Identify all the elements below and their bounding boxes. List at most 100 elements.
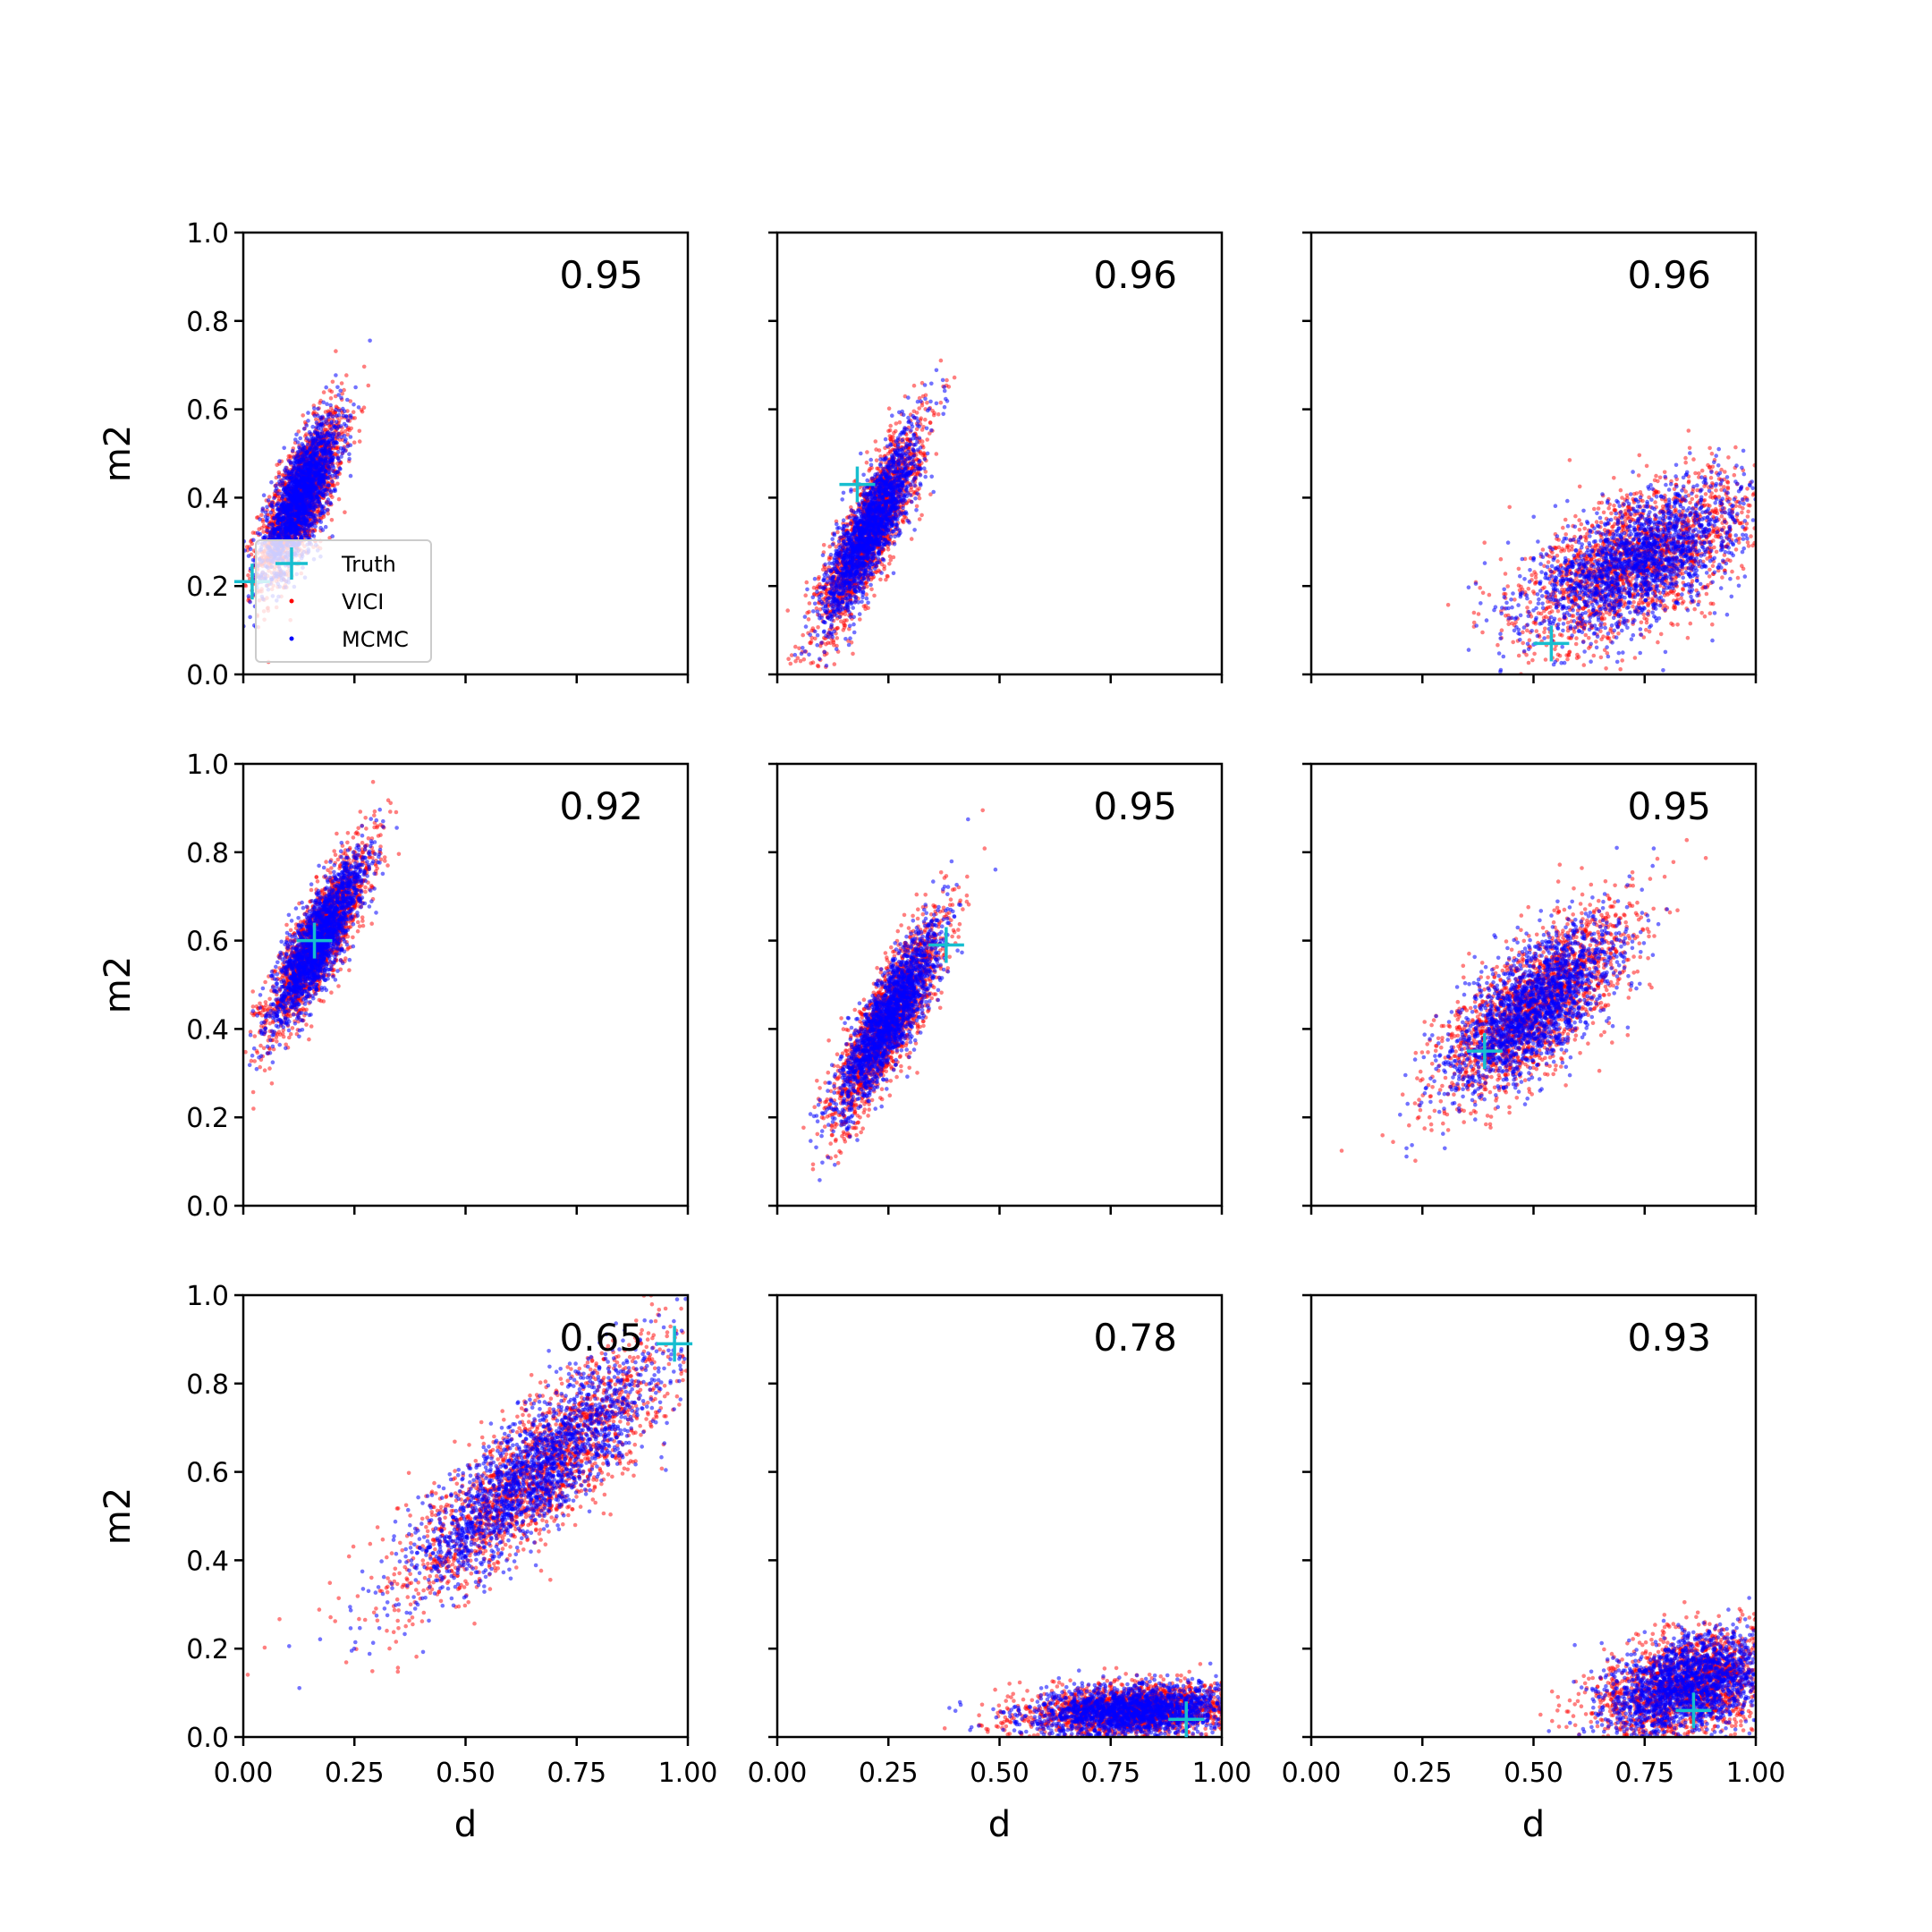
mcmc-point	[295, 506, 301, 511]
mcmc-point	[315, 495, 319, 499]
mcmc-point	[315, 462, 320, 467]
mcmc-point	[330, 469, 335, 473]
mcmc-point	[303, 508, 309, 513]
mcmc-point	[323, 524, 328, 530]
vici-point	[786, 657, 791, 661]
vici-point	[801, 632, 805, 638]
y-tick-label: 0.4	[186, 483, 229, 514]
y-tick-label: 0.0	[186, 660, 229, 691]
mcmc-point	[246, 554, 251, 558]
mcmc-point	[262, 535, 267, 540]
mcmc-point	[321, 504, 326, 509]
mcmc-point	[300, 493, 304, 498]
vici-point	[909, 537, 914, 541]
mcmc-point	[321, 511, 326, 515]
legend-label-mcmc: MCMC	[342, 627, 409, 652]
mcmc-point	[301, 479, 306, 484]
vici-point	[911, 383, 917, 388]
mcmc-point	[295, 440, 301, 445]
mcmc-point	[305, 459, 310, 463]
vici-point	[261, 530, 266, 534]
vici-point	[267, 495, 272, 499]
mcmc-point	[312, 406, 317, 411]
mcmc-point	[307, 448, 312, 453]
vici-point	[891, 555, 896, 560]
vici-point	[357, 439, 362, 444]
vici-point	[886, 406, 892, 411]
mcmc-point	[294, 467, 300, 471]
mcmc-point	[330, 479, 335, 484]
mcmc-point	[288, 496, 292, 501]
mcmc-point	[265, 504, 269, 510]
mcmc-point	[282, 505, 287, 511]
mcmc-point	[329, 427, 334, 432]
y-tick-label: 0.2	[186, 572, 229, 603]
mcmc-point	[282, 524, 287, 530]
vici-point	[361, 405, 367, 411]
y-axis-label: m2	[97, 425, 139, 482]
mcmc-point	[322, 479, 326, 485]
mcmc-point	[311, 534, 317, 538]
mcmc-point	[327, 487, 333, 493]
mcmc-point	[248, 599, 252, 605]
vici-point	[332, 483, 337, 488]
vici-point	[923, 417, 928, 422]
mcmc-point	[326, 483, 332, 487]
mcmc-point	[258, 517, 262, 521]
mcmc-point	[332, 488, 336, 493]
vici-point	[882, 566, 886, 572]
panel-score: 0.95	[559, 253, 643, 297]
mcmc-point	[274, 513, 279, 519]
mcmc-point	[342, 409, 347, 414]
mcmc-point	[275, 503, 279, 508]
mcmc-point	[323, 447, 328, 452]
mcmc-point	[341, 413, 346, 419]
mcmc-point	[335, 435, 340, 439]
vici-point	[807, 601, 812, 606]
mcmc-point	[290, 448, 295, 453]
vici-point	[793, 644, 798, 649]
vici-point	[335, 481, 340, 487]
mcmc-point	[290, 469, 295, 474]
mcmc-point	[268, 510, 274, 515]
mcmc-point	[318, 513, 323, 518]
mcmc-point	[319, 446, 325, 452]
vici-point	[808, 640, 812, 646]
vici-point	[330, 379, 335, 385]
mcmc-point	[279, 491, 284, 496]
vici-point	[888, 449, 893, 453]
mcmc-point	[327, 433, 332, 438]
mcmc-point	[335, 440, 339, 445]
mcmc-point	[333, 472, 337, 478]
mcmc-point	[309, 495, 314, 500]
mcmc-point	[324, 417, 328, 422]
vici-point	[246, 573, 250, 578]
mcmc-point	[312, 502, 318, 506]
vici-point	[345, 432, 351, 437]
mcmc-point	[336, 424, 341, 429]
mcmc-point	[335, 470, 341, 474]
mcmc-point	[305, 501, 310, 505]
vici-point	[872, 593, 877, 598]
mcmc-point	[311, 513, 317, 518]
mcmc-point	[293, 456, 299, 462]
mcmc-point	[266, 535, 271, 539]
vici-point	[952, 375, 957, 380]
mcmc-point	[325, 492, 329, 496]
vici-point	[801, 657, 807, 662]
mcmc-point	[328, 402, 333, 408]
vici-point	[250, 530, 256, 535]
mcmc-point	[293, 502, 299, 506]
mcmc-point	[294, 432, 299, 437]
mcmc-point	[342, 434, 347, 438]
mcmc-point	[283, 468, 287, 472]
mcmc-point	[297, 450, 301, 454]
mcmc-point	[299, 527, 304, 532]
mcmc-point	[306, 527, 311, 532]
mcmc-point	[307, 429, 312, 435]
vici-point	[821, 567, 826, 572]
mcmc-point	[305, 484, 310, 489]
